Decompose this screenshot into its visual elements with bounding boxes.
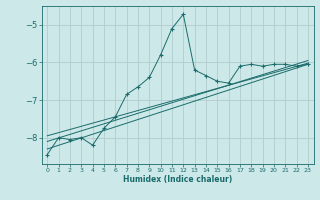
X-axis label: Humidex (Indice chaleur): Humidex (Indice chaleur) xyxy=(123,175,232,184)
